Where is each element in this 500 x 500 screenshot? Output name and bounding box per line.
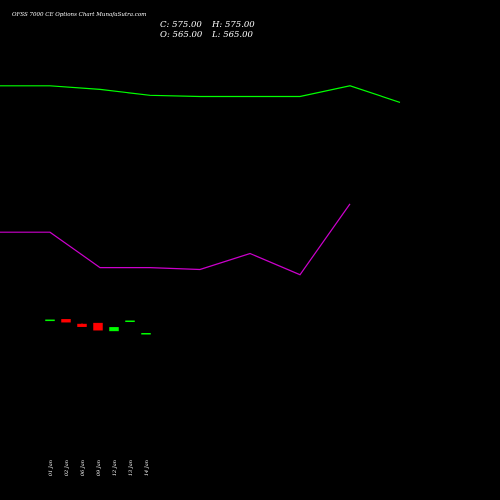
series-line-0 xyxy=(0,85,401,103)
candle xyxy=(61,319,71,323)
x-tick-label: 12 Jan xyxy=(112,460,118,476)
candle xyxy=(93,322,103,331)
chart-title: OFSS 7000 CE Options Chart MunafaSutra.c… xyxy=(12,12,146,18)
x-tick-label: 01 Jan xyxy=(48,460,54,476)
candle-body xyxy=(125,320,135,323)
x-tick-label: 06 Jan xyxy=(80,460,86,476)
series-line-1 xyxy=(0,203,351,276)
candle-body xyxy=(109,327,119,332)
candle-body xyxy=(77,323,87,327)
series-lines xyxy=(0,85,401,276)
open-label: O: 565.00 xyxy=(160,30,203,40)
candle xyxy=(45,319,55,322)
x-tick-label: 02 Jan xyxy=(64,460,70,476)
candle-body xyxy=(61,319,71,323)
low-label: L: 565.00 xyxy=(211,30,254,40)
x-tick-label: 14 Jan xyxy=(144,460,150,476)
candle xyxy=(77,323,87,327)
candle xyxy=(109,327,119,332)
candle-body xyxy=(141,333,151,335)
candle xyxy=(141,333,151,335)
x-axis-ticks: 01 Jan 02 Jan 06 Jan 09 Jan 12 Jan 13 Jan 14 J… xyxy=(48,460,150,476)
high-label: H: 575.00 xyxy=(211,20,255,30)
close-label: C: 575.00 xyxy=(160,20,202,30)
candle-body xyxy=(93,322,103,331)
candles xyxy=(45,319,151,335)
x-tick-label: 09 Jan xyxy=(96,460,102,476)
candle xyxy=(125,320,135,323)
candle-body xyxy=(45,319,55,322)
x-tick-label: 13 Jan xyxy=(128,460,134,476)
